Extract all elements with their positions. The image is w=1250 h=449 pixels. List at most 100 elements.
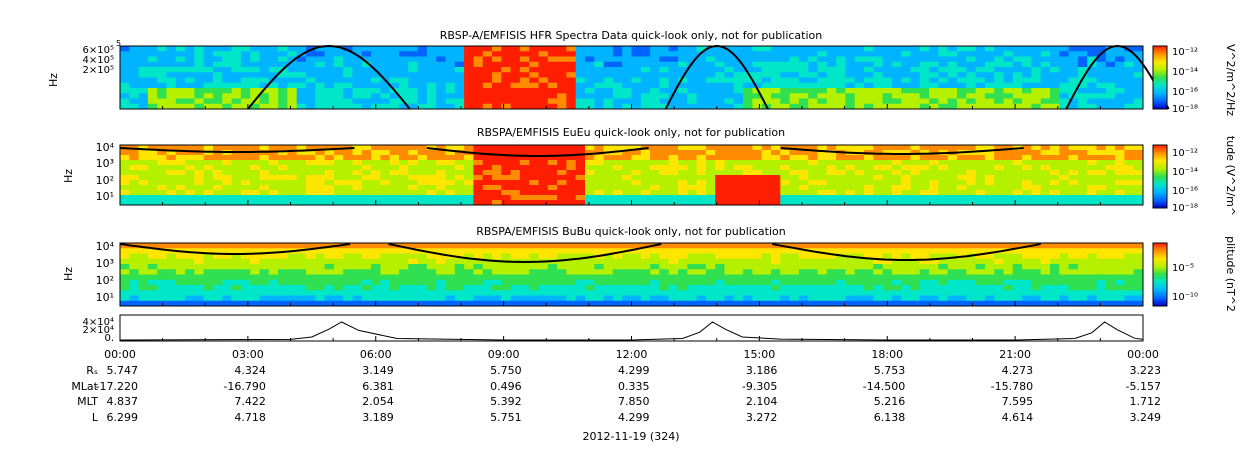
spectrogram-cell [724, 160, 735, 166]
spectrogram-cell [864, 82, 874, 89]
spectrogram-cell [417, 51, 428, 57]
spectrogram-cell [566, 82, 577, 89]
spectrogram-cell [343, 264, 353, 270]
spectrogram-cell [1096, 180, 1107, 186]
spectrogram-cell [733, 195, 744, 201]
spectrogram-cell [789, 185, 800, 191]
spectrogram-cell [668, 72, 679, 78]
spectrogram-cell [333, 290, 344, 296]
spectrogram-cell [771, 290, 781, 296]
spectrogram-cell [622, 170, 632, 176]
spectrogram-cell [585, 195, 595, 201]
spectrogram-cell [761, 300, 772, 307]
spectrogram-cell [882, 190, 893, 196]
spectrogram-cell [324, 82, 335, 89]
spectrogram-cell [957, 243, 967, 249]
spectrogram-cell [501, 170, 511, 176]
spectrogram-cell [854, 269, 865, 275]
spectrogram-cell [1068, 145, 1079, 151]
spectrogram-cell [761, 274, 772, 281]
spectrogram-cell [650, 295, 660, 302]
spectrogram-cell [566, 269, 577, 275]
spectrogram-cell [817, 67, 828, 73]
spectrogram-cell [1124, 165, 1135, 171]
spectrogram-cell [761, 185, 772, 191]
spectrogram-cell [343, 56, 353, 63]
spectrogram-cell [678, 51, 688, 57]
spectrogram-cell [343, 77, 353, 84]
spectrogram-cell [752, 274, 763, 281]
spectrogram-cell [231, 243, 242, 249]
spectrogram-cell [817, 300, 828, 307]
spectrogram-cell [547, 190, 558, 196]
spectrogram-cell [947, 269, 958, 275]
spectrogram-cell [612, 200, 623, 206]
spectrogram-cell [780, 170, 790, 176]
spectrogram-cell [975, 290, 986, 296]
spectrogram-cell [845, 290, 856, 296]
spectrogram-cell [891, 88, 902, 94]
spectrogram-cell [1096, 175, 1107, 181]
spectrogram-cell [185, 145, 195, 151]
spectrogram-cell [482, 258, 493, 265]
spectrogram-cell [808, 295, 818, 302]
spectrogram-cell [780, 165, 790, 171]
spectrogram-cell [771, 82, 781, 89]
spectrogram-cell [622, 103, 632, 110]
spectrogram-cell [705, 253, 716, 260]
spectrogram-cell [296, 72, 307, 78]
spectrogram-cell [538, 170, 549, 176]
time-tick-label: 03:00 [232, 348, 264, 361]
spectrogram-cell [659, 67, 670, 73]
spectrogram-cell [222, 51, 232, 57]
spectrogram-cell [1012, 200, 1023, 206]
spectrogram-cell [454, 300, 465, 307]
spectrogram-cell [306, 51, 316, 57]
spectrogram-cell [213, 72, 223, 78]
spectrogram-cell [873, 264, 883, 270]
spectrogram-cell [203, 77, 214, 84]
spectrogram-cell [817, 98, 828, 105]
spectrogram-cell [250, 160, 260, 166]
spectrogram-cell [575, 300, 586, 307]
spectrogram-cell [268, 77, 279, 84]
spectrogram-cell [417, 180, 428, 186]
spectrogram-cell [408, 279, 418, 286]
spectrogram-cell [1050, 258, 1060, 265]
spectrogram-cell [361, 264, 372, 270]
spectrogram-cell [231, 165, 242, 171]
spectrogram-cell [1115, 295, 1125, 302]
spectrogram-cell [175, 160, 186, 166]
spectrogram-cell [761, 175, 772, 181]
spectrogram-cell [240, 88, 251, 94]
spectrogram-cell [352, 243, 363, 249]
spectrogram-cell [120, 285, 130, 291]
spectrogram-cell [287, 200, 298, 206]
spectrogram-cell [129, 72, 139, 78]
spectrogram-cell [957, 82, 967, 89]
spectrogram-cell [733, 180, 744, 186]
spectrogram-cell [268, 72, 279, 78]
spectrogram-cell [222, 77, 232, 84]
spectrogram-cell [938, 155, 949, 161]
spectrogram-cell [733, 88, 744, 94]
hfr-cbar-tick-3: 10⁻¹⁶ [1172, 87, 1198, 98]
spectrogram-cell [817, 93, 828, 99]
spectrogram-cell [891, 274, 902, 281]
spectrogram-cell [957, 165, 967, 171]
spectrogram-cell [873, 77, 883, 84]
spectrogram-cell [780, 98, 790, 105]
spectrogram-cell [1022, 295, 1032, 302]
spectrogram-cell [715, 93, 725, 99]
spectrogram-cell [957, 279, 967, 286]
spectrogram-cell [836, 300, 846, 307]
spectrogram-cell [724, 175, 735, 181]
spectrogram-cell [343, 67, 353, 73]
spectrogram-cell [817, 285, 828, 291]
spectrogram-cell [817, 88, 828, 94]
spectrogram-cell [724, 56, 735, 63]
spectrogram-cell [454, 77, 465, 84]
spectrogram-cell [1133, 180, 1144, 186]
spectrogram-cell [957, 46, 967, 52]
spectrogram-cell [798, 190, 809, 196]
